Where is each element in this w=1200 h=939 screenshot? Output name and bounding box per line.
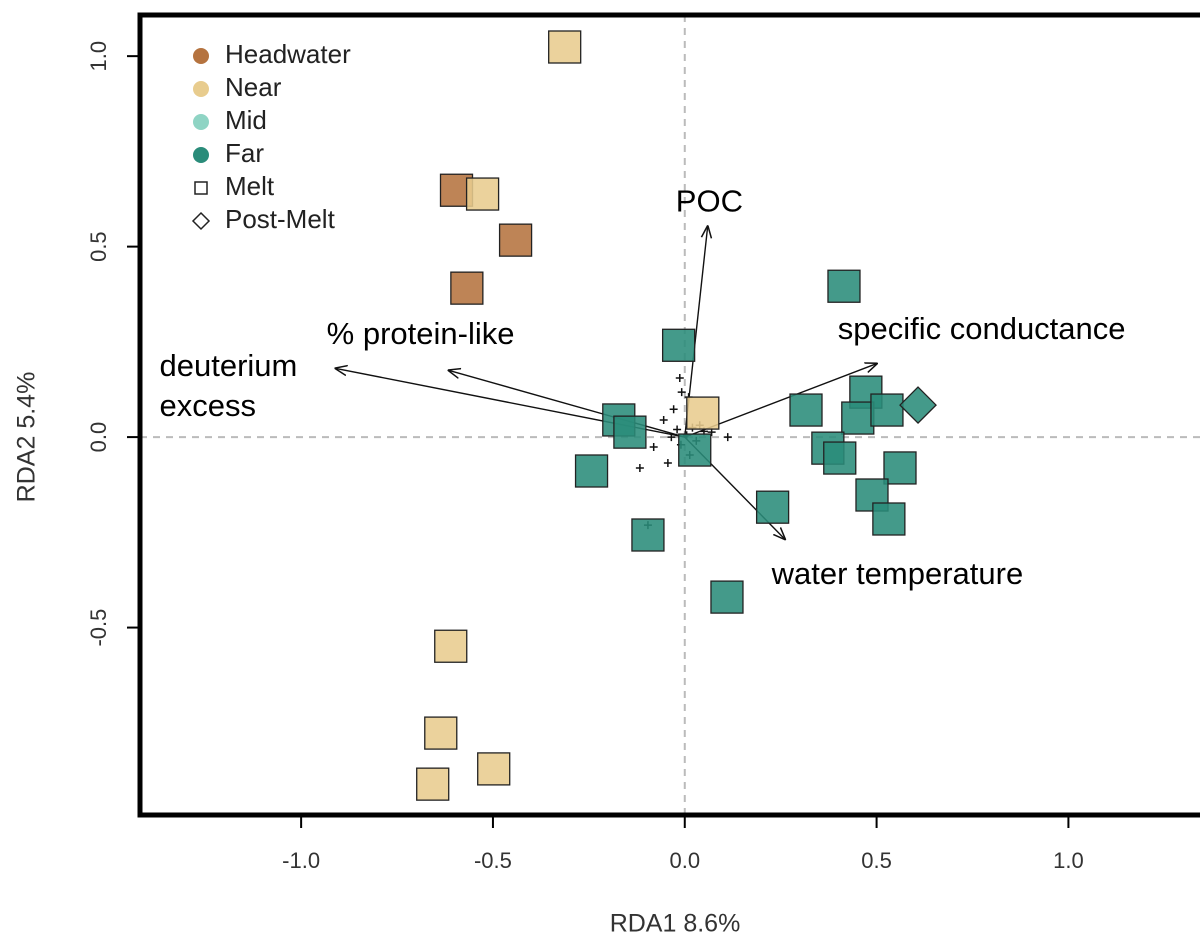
- species-point: [669, 405, 678, 414]
- arrow-label-line: POC: [676, 183, 743, 218]
- arrow-label: POC: [676, 183, 743, 218]
- arrow-label-line: specific conductance: [838, 311, 1126, 346]
- x-tick-label: -0.5: [474, 848, 512, 873]
- x-axis-title: RDA1 8.6%: [610, 910, 741, 938]
- y-tick-label: 0.0: [86, 422, 111, 453]
- species-point: [649, 443, 658, 451]
- species-point: [675, 374, 684, 383]
- arrow-label: deuterium excess: [160, 348, 298, 423]
- square-point: [755, 490, 790, 524]
- species-point: [723, 433, 732, 442]
- x-tick-label: 0.5: [861, 848, 892, 873]
- square-point: [424, 716, 458, 750]
- legend-label: Near: [225, 72, 282, 102]
- legend-swatch: [191, 211, 211, 231]
- biplot-arrow: [448, 370, 685, 438]
- legend-label: Post-Melt: [225, 204, 336, 234]
- species-point: [635, 463, 644, 472]
- square-point: [465, 177, 500, 211]
- square-point: [789, 393, 823, 427]
- square-point: [678, 433, 712, 467]
- square-point: [710, 580, 744, 614]
- arrow-label: specific conductance: [838, 311, 1126, 346]
- square-point: [823, 441, 857, 475]
- diamond-point: [899, 386, 937, 425]
- legend-label: Melt: [225, 171, 275, 201]
- legend-label: Headwater: [225, 39, 351, 69]
- square-point: [574, 454, 609, 488]
- square-point: [548, 30, 582, 64]
- species-point: [663, 459, 672, 467]
- y-axis-title: RDA2 5.4%: [13, 372, 41, 503]
- species-point: [659, 415, 668, 424]
- square-point: [686, 396, 720, 430]
- legend-label: Mid: [225, 105, 267, 135]
- arrow-label: % protein-like: [327, 316, 515, 351]
- arrow-label-line: deuterium: [160, 348, 298, 383]
- legend-swatch: [193, 147, 209, 163]
- arrow-label-line: excess: [160, 388, 256, 423]
- y-tick-label: 0.5: [86, 231, 111, 262]
- legend-swatch: [193, 114, 209, 130]
- arrow-label: water temperature: [771, 556, 1024, 591]
- species-point: [677, 388, 686, 397]
- x-tick-label: 1.0: [1053, 848, 1084, 873]
- square-point: [661, 328, 696, 362]
- square-point: [450, 271, 484, 305]
- square-point: [883, 451, 917, 485]
- arrow-label-line: water temperature: [771, 556, 1024, 591]
- x-tick-label: -1.0: [282, 848, 320, 873]
- square-point: [498, 223, 533, 257]
- square-point: [416, 767, 450, 801]
- square-point: [477, 752, 511, 786]
- legend-swatch: [194, 181, 208, 195]
- legend-swatch: [193, 48, 209, 64]
- y-tick-label: 1.0: [86, 41, 111, 72]
- x-tick-label: 0.0: [669, 848, 700, 873]
- arrow-label-line: % protein-like: [327, 316, 515, 351]
- species-point: [673, 425, 682, 434]
- square-point: [613, 415, 647, 449]
- plot-frame: [137, 12, 1200, 818]
- square-point: [872, 502, 906, 536]
- y-tick-label: -0.5: [86, 609, 111, 647]
- square-point: [841, 401, 875, 435]
- square-point: [827, 269, 861, 303]
- square-point: [631, 518, 665, 552]
- legend-swatch: [193, 81, 209, 97]
- legend-label: Far: [225, 138, 264, 168]
- square-point: [870, 393, 904, 427]
- square-point: [434, 629, 468, 663]
